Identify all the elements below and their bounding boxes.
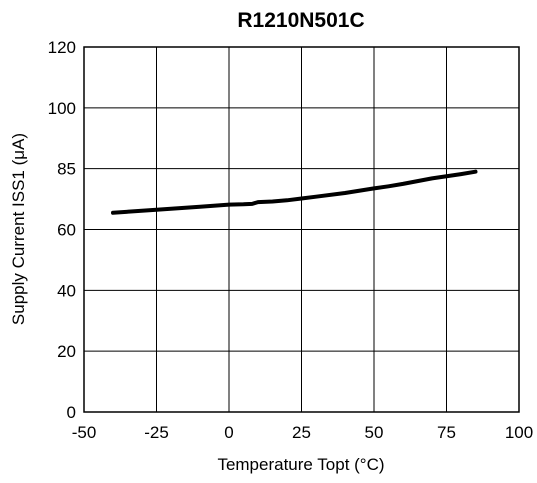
grid xyxy=(84,47,519,412)
y-tick-label: 20 xyxy=(57,342,76,361)
x-axis-label: Temperature Topt (°C) xyxy=(217,455,384,474)
y-tick-label: 100 xyxy=(48,99,76,118)
series-layer xyxy=(111,169,478,215)
series-line xyxy=(111,169,478,215)
x-axis-ticks: -50 -25 0 25 50 75 100 xyxy=(72,423,533,442)
y-tick-label: 40 xyxy=(57,281,76,300)
x-tick-label: -25 xyxy=(144,423,169,442)
x-tick-label: 25 xyxy=(292,423,311,442)
y-axis-ticks: 0 20 40 60 85 100 120 xyxy=(48,38,76,422)
x-tick-label: 100 xyxy=(505,423,533,442)
x-tick-label: 75 xyxy=(437,423,456,442)
y-axis-label: Supply Current ISS1 (μA) xyxy=(9,133,28,325)
chart-title: R1210N501C xyxy=(237,9,364,32)
y-tick-label: 85 xyxy=(57,160,76,179)
y-tick-label: 0 xyxy=(67,403,76,422)
plot-frame xyxy=(83,46,520,413)
y-tick-label: 60 xyxy=(57,221,76,240)
y-tick-label: 120 xyxy=(48,38,76,57)
x-tick-label: -50 xyxy=(72,423,97,442)
x-tick-label: 50 xyxy=(365,423,384,442)
x-tick-label: 0 xyxy=(224,423,233,442)
